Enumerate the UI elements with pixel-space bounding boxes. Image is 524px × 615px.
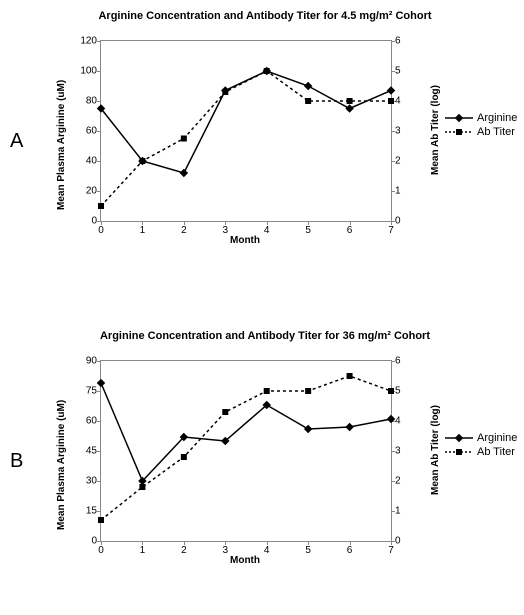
chart-b-xlabel: Month — [230, 555, 260, 566]
chart-a-plot: 020406080100120012345601234567 — [100, 40, 392, 222]
chart-a-xlabel: Month — [230, 235, 260, 246]
diamond-icon — [445, 112, 473, 124]
xtick: 1 — [132, 225, 152, 236]
ytick-left: 30 — [67, 476, 97, 487]
chart-b: Arginine Concentration and Antibody Tite… — [50, 330, 510, 590]
ytick-right: 1 — [395, 186, 415, 197]
xtick: 7 — [381, 545, 401, 556]
plot-svg — [101, 41, 391, 221]
legend-arginine: Arginine — [445, 432, 517, 444]
ytick-right: 4 — [395, 96, 415, 107]
chart-a-legend: Arginine Ab Titer — [445, 110, 517, 140]
ytick-left: 90 — [67, 356, 97, 367]
square-icon — [445, 446, 473, 458]
xtick: 0 — [91, 225, 111, 236]
xtick: 3 — [215, 225, 235, 236]
legend-arginine-label: Arginine — [477, 112, 517, 124]
ytick-right: 3 — [395, 446, 415, 457]
legend-abtiter: Ab Titer — [445, 446, 517, 458]
xtick: 6 — [340, 225, 360, 236]
ytick-right: 6 — [395, 36, 415, 47]
ytick-left: 75 — [67, 386, 97, 397]
xtick: 4 — [257, 225, 277, 236]
plot-svg — [101, 361, 391, 541]
xtick: 2 — [174, 545, 194, 556]
ytick-right: 3 — [395, 126, 415, 137]
diamond-icon — [445, 432, 473, 444]
ytick-left: 100 — [67, 66, 97, 77]
xtick: 3 — [215, 545, 235, 556]
chart-b-title: Arginine Concentration and Antibody Tite… — [80, 330, 450, 342]
chart-a: Arginine Concentration and Antibody Tite… — [50, 10, 510, 270]
panel-a-label: A — [10, 130, 23, 153]
chart-b-ylabel-left: Mean Plasma Arginine (uM) — [56, 400, 67, 530]
ytick-left: 120 — [67, 36, 97, 47]
ytick-right: 2 — [395, 156, 415, 167]
ytick-right: 5 — [395, 386, 415, 397]
ytick-left: 80 — [67, 96, 97, 107]
chart-b-plot: 0153045607590012345601234567 — [100, 360, 392, 542]
xtick: 6 — [340, 545, 360, 556]
page: A Arginine Concentration and Antibody Ti… — [0, 0, 524, 615]
ytick-left: 60 — [67, 126, 97, 137]
legend-abtiter: Ab Titer — [445, 126, 517, 138]
panel-b-label: B — [10, 450, 23, 473]
xtick: 1 — [132, 545, 152, 556]
square-icon — [445, 126, 473, 138]
legend-arginine: Arginine — [445, 112, 517, 124]
ytick-left: 60 — [67, 416, 97, 427]
legend-abtiter-label: Ab Titer — [477, 446, 515, 458]
ytick-right: 4 — [395, 416, 415, 427]
ytick-right: 2 — [395, 476, 415, 487]
ytick-left: 20 — [67, 186, 97, 197]
chart-b-legend: Arginine Ab Titer — [445, 430, 517, 460]
chart-b-ylabel-right: Mean Ab Titer (log) — [430, 405, 441, 495]
legend-abtiter-label: Ab Titer — [477, 126, 515, 138]
ytick-right: 6 — [395, 356, 415, 367]
xtick: 0 — [91, 545, 111, 556]
xtick: 2 — [174, 225, 194, 236]
ytick-right: 5 — [395, 66, 415, 77]
xtick: 5 — [298, 545, 318, 556]
xtick: 7 — [381, 225, 401, 236]
ytick-left: 40 — [67, 156, 97, 167]
ytick-left: 15 — [67, 506, 97, 517]
xtick: 5 — [298, 225, 318, 236]
legend-arginine-label: Arginine — [477, 432, 517, 444]
ytick-left: 45 — [67, 446, 97, 457]
xtick: 4 — [257, 545, 277, 556]
ytick-right: 1 — [395, 506, 415, 517]
chart-a-title: Arginine Concentration and Antibody Tite… — [80, 10, 450, 22]
chart-a-ylabel-right: Mean Ab Titer (log) — [430, 85, 441, 175]
chart-a-ylabel-left: Mean Plasma Arginine (uM) — [56, 80, 67, 210]
